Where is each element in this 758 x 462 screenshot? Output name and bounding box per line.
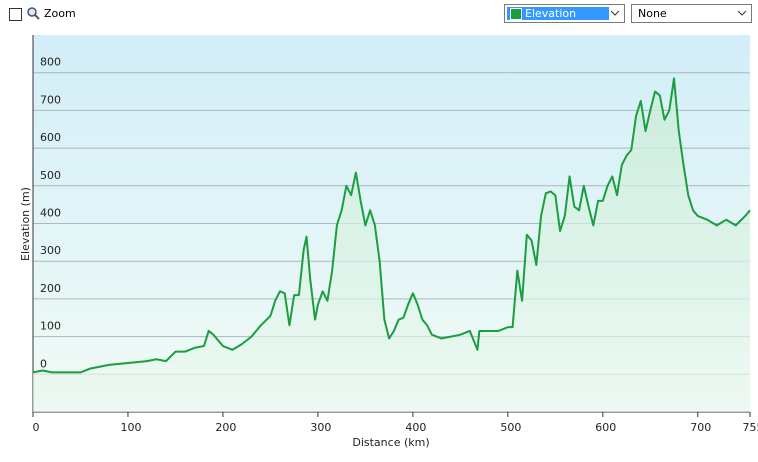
dropdown-arrow [737, 10, 747, 16]
x-tick-label: 600 [595, 421, 616, 434]
y-tick-label: 200 [40, 282, 61, 295]
legend-label: Elevation [525, 7, 577, 20]
y-tick-label: 0 [40, 357, 47, 370]
x-tick-label: 300 [310, 421, 331, 434]
x-tick-label: 755 [743, 421, 758, 434]
x-tick-label: 100 [120, 421, 141, 434]
secondary-select[interactable]: None [631, 4, 752, 23]
y-tick-label: 500 [40, 169, 61, 182]
y-tick-label: 100 [40, 320, 61, 333]
dropdown-arrow [610, 10, 620, 16]
x-axis-title: Distance (km) [352, 436, 429, 449]
zoom-label: Zoom [44, 7, 76, 20]
elevation-line [32, 77, 751, 374]
y-tick-label: 800 [40, 56, 61, 69]
selected-option: Elevation [507, 7, 609, 20]
legend-swatch [510, 8, 522, 20]
area-fill [33, 78, 750, 412]
zoom-checkbox[interactable] [9, 8, 22, 21]
select-text: None [638, 7, 667, 20]
y-tick-label: 400 [40, 207, 61, 220]
series-select[interactable]: Elevation [504, 4, 625, 23]
x-tick-label: 500 [500, 421, 521, 434]
x-tick-label: 200 [215, 421, 236, 434]
y-tick-label: 300 [40, 244, 61, 257]
zoom-icon [27, 7, 40, 20]
y-tick-label: 700 [40, 93, 61, 106]
y-axis-title: Elevation (m) [19, 187, 32, 261]
x-tick-label: 400 [405, 421, 426, 434]
y-tick-label: 600 [40, 131, 61, 144]
x-tick-label: 700 [690, 421, 711, 434]
plot-background [33, 35, 750, 412]
x-tick-label: 0 [33, 421, 40, 434]
